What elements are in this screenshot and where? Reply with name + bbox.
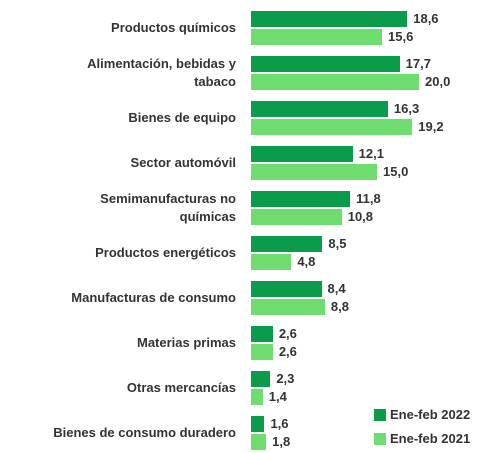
bar xyxy=(251,281,322,297)
bar xyxy=(251,326,273,342)
bar xyxy=(251,29,383,45)
category-label: Alimentación, bebidas y tabaco xyxy=(87,56,236,89)
category-label: Bienes de equipo xyxy=(128,110,236,125)
value-label: 19,2 xyxy=(418,119,444,134)
bar xyxy=(251,164,377,180)
value-label: 1,8 xyxy=(272,434,291,449)
bar xyxy=(251,191,351,207)
bar xyxy=(251,119,413,135)
legend-label: Ene-feb 2021 xyxy=(390,431,471,446)
bar xyxy=(251,209,342,225)
bar xyxy=(251,101,388,117)
category-label: Manufacturas de consumo xyxy=(71,290,236,305)
bar xyxy=(251,74,419,90)
value-label: 15,6 xyxy=(388,29,414,44)
legend-label: Ene-feb 2022 xyxy=(390,407,471,422)
value-label: 10,8 xyxy=(347,209,374,224)
value-label: 1,4 xyxy=(268,389,287,404)
bar xyxy=(251,344,273,360)
value-label: 8,5 xyxy=(328,236,347,251)
value-label: 16,3 xyxy=(393,101,420,116)
value-label: 1,6 xyxy=(270,416,289,431)
value-label: 8,8 xyxy=(330,299,349,314)
value-label: 12,1 xyxy=(358,146,384,161)
legend-swatch xyxy=(374,433,386,445)
bar xyxy=(251,11,408,27)
legend-swatch xyxy=(374,409,386,421)
value-label: 17,7 xyxy=(405,56,431,71)
value-label: 2,3 xyxy=(276,371,295,386)
value-label: 2,6 xyxy=(278,326,297,341)
bar xyxy=(251,299,325,315)
bar xyxy=(251,254,292,270)
category-label: Otras mercancías xyxy=(126,380,236,395)
category-label: Productos químicos xyxy=(111,20,236,35)
bar xyxy=(251,146,353,162)
category-label: Materias primas xyxy=(137,335,236,350)
bar xyxy=(251,416,265,432)
category-label: Semimanufacturas no químicas xyxy=(100,191,236,224)
bar xyxy=(251,434,267,450)
category-label: Sector automóvil xyxy=(130,155,236,170)
value-label: 11,8 xyxy=(356,191,381,206)
category-label: Bienes de consumo duradero xyxy=(53,425,236,440)
value-label: 4,8 xyxy=(297,254,316,269)
value-label: 8,4 xyxy=(327,281,346,296)
value-label: 2,6 xyxy=(278,344,297,359)
bar xyxy=(251,371,271,387)
value-label: 20,0 xyxy=(425,74,451,89)
bar xyxy=(251,56,400,72)
bar xyxy=(251,389,263,405)
bar xyxy=(251,236,323,252)
category-label: Productos energéticos xyxy=(95,245,236,260)
value-label: 18,6 xyxy=(413,11,439,26)
value-label: 15,0 xyxy=(383,164,409,179)
